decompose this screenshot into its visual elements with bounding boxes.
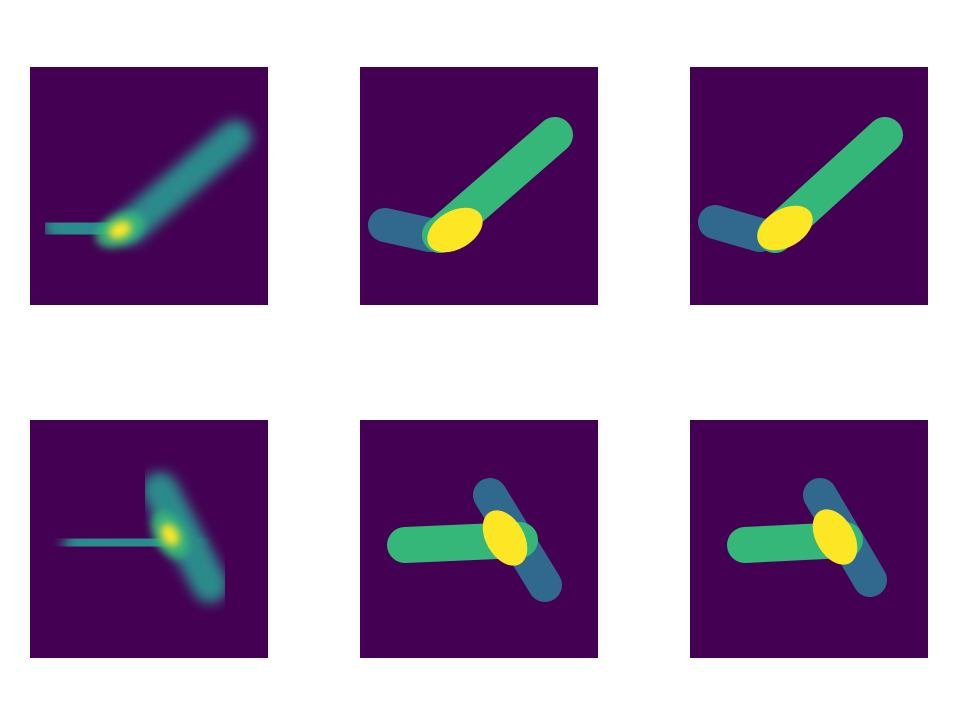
segment-low [698,205,777,252]
image-panel [30,420,268,658]
bright-core [160,523,180,547]
segment-high [757,205,813,251]
panel-content [387,478,562,602]
panel-content [698,117,903,253]
image-panel [360,420,598,658]
image-panel [690,420,928,658]
bright-core [108,221,132,239]
image-panel [690,67,928,305]
panel-content [42,120,252,250]
panel-background [30,67,268,305]
panel-grid [30,67,928,658]
segment-high [427,207,483,253]
image-panel [30,67,268,305]
cell-signal [113,120,252,244]
panel-content [368,117,573,253]
segment-high [812,509,858,565]
image-panel [360,67,598,305]
panel-content [727,478,887,597]
panel-content [63,472,228,603]
segment-high [482,510,528,566]
